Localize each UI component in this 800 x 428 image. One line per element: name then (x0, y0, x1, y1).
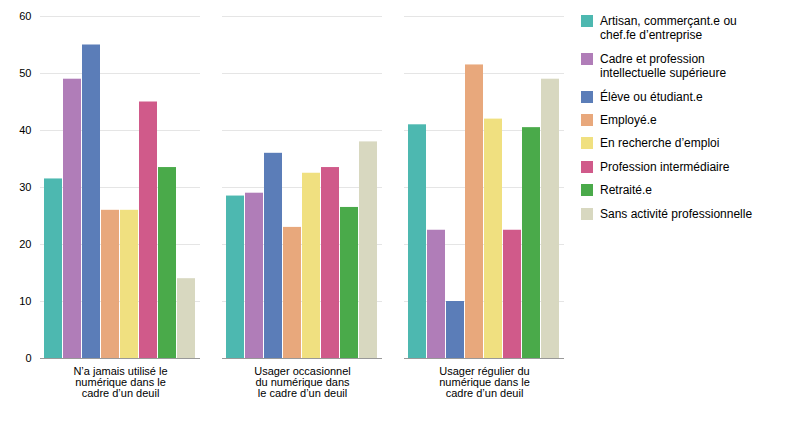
html-text:Artisan, commerçant.e ou chef.: Artisan, commerçant.e ou chef.fe d’entre… (600, 14, 737, 43)
html-text:En recherche d’emploi: En recherche d’emploi (600, 136, 720, 151)
svg-text:Usager occasionneldu numérique: Usager occasionneldu numérique dansle ca… (254, 365, 351, 399)
html-text:Profession intermédiaire: Profession intermédiaire (600, 159, 730, 174)
html-text:Retraité.e: Retraité.e (600, 183, 652, 198)
svg-text:20: 20 (19, 238, 31, 250)
html-text:Sans activité professionnelle: Sans activité professionnelle (600, 206, 753, 221)
svg-text:0: 0 (25, 352, 31, 364)
html-text:Cadre et profession intellectu: Cadre et profession intellectuelle supér… (600, 51, 727, 81)
svg-text:50: 50 (19, 67, 31, 79)
html-text:Employé.e: Employé.e (600, 113, 657, 127)
html-text:Élève ou étudiant.e: Élève ou étudiant.e (600, 89, 703, 104)
svg-text:10: 10 (19, 295, 31, 307)
svg-text:N’a jamais utilisé lenumérique: N’a jamais utilisé lenumérique dans leca… (73, 365, 167, 399)
svg-text:Usager régulier dunumérique da: Usager régulier dunumérique dans lecadre… (439, 365, 530, 399)
svg-text:30: 30 (19, 181, 31, 193)
svg-text:60: 60 (19, 10, 31, 22)
svg-text:40: 40 (19, 124, 31, 136)
